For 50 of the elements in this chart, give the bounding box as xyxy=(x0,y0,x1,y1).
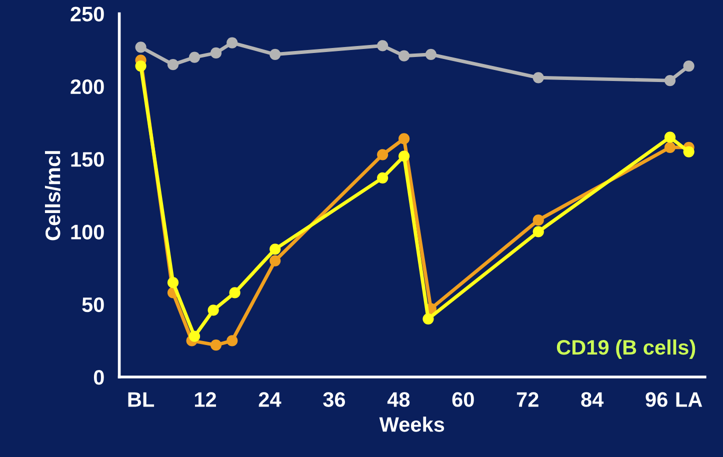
x-tick-label: 12 xyxy=(194,392,216,407)
point xyxy=(210,47,222,59)
y-tick-label: 250 xyxy=(70,6,104,22)
point xyxy=(664,75,676,86)
point xyxy=(377,40,388,52)
x-tick-label: 84 xyxy=(581,392,604,407)
x-tick-label: 24 xyxy=(258,392,282,407)
x-tick-label: 96 xyxy=(646,392,668,407)
point xyxy=(188,52,200,63)
point xyxy=(208,304,219,316)
x-tick-label: BL xyxy=(128,392,154,407)
x-axis-title: Weeks xyxy=(379,416,444,432)
point xyxy=(398,50,410,62)
y-tick-label: 0 xyxy=(94,370,104,385)
point xyxy=(226,37,238,48)
point xyxy=(683,146,694,158)
point xyxy=(532,214,544,226)
x-tick-label: 72 xyxy=(516,392,538,407)
point xyxy=(229,287,240,298)
x-tick-label: LA xyxy=(676,392,702,407)
y-tick-label: 150 xyxy=(71,152,104,167)
point xyxy=(270,255,281,266)
point xyxy=(188,330,200,342)
y-tick-label: 50 xyxy=(82,297,104,312)
point xyxy=(532,72,544,84)
point xyxy=(398,133,410,144)
point xyxy=(398,150,410,162)
point xyxy=(270,244,281,255)
point xyxy=(377,172,388,184)
point xyxy=(270,48,281,60)
point xyxy=(422,313,434,324)
point xyxy=(532,226,544,238)
point xyxy=(210,339,222,351)
point xyxy=(226,335,238,346)
point xyxy=(135,42,146,53)
y-tick-label: 200 xyxy=(70,79,104,94)
annotation: CD19 (B cells) xyxy=(556,339,696,359)
x-tick-label: 60 xyxy=(452,392,474,407)
y-tick-label: 100 xyxy=(71,224,104,240)
point xyxy=(135,60,146,72)
y-axis-title: Cells/mcl xyxy=(44,151,60,240)
point xyxy=(425,48,436,60)
point xyxy=(683,60,694,72)
point xyxy=(167,277,179,288)
point xyxy=(377,149,388,160)
x-tick-label: 48 xyxy=(387,392,410,407)
x-tick-label: 36 xyxy=(323,392,346,407)
point xyxy=(664,132,676,143)
point xyxy=(167,59,179,70)
point xyxy=(664,142,676,153)
